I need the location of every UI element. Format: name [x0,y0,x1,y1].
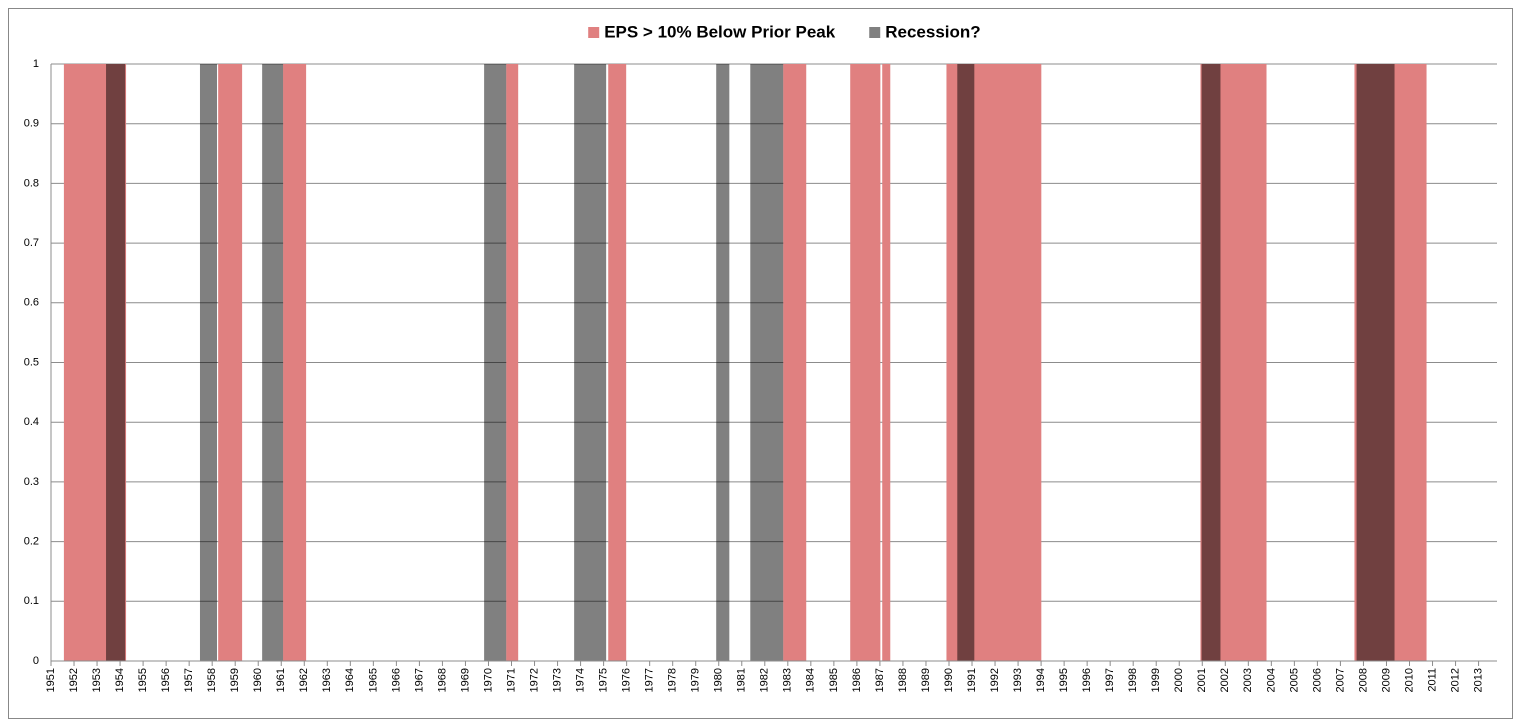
x-tick-label: 1977 [644,668,656,692]
x-tick-label: 1970 [482,668,494,692]
x-tick-label: 1958 [206,668,218,692]
span-bar [783,64,807,661]
x-tick-label: 1991 [966,668,978,692]
x-tick-label: 1998 [1127,668,1139,692]
x-tick-label: 2001 [1196,668,1208,692]
x-tick-label: 2013 [1472,668,1484,692]
x-tick-label: 1951 [45,668,57,692]
y-tick-label: 1 [33,58,39,70]
x-tick-label: 1953 [91,668,103,692]
span-bar [1201,64,1221,661]
y-tick-label: 0.5 [24,356,39,368]
x-tick-label: 1976 [621,668,633,692]
x-tick-label: 2003 [1242,668,1254,692]
y-tick-label: 0.6 [24,297,39,309]
y-tick-label: 0.7 [24,237,39,249]
x-tick-label: 1975 [598,668,610,692]
span-bar [506,64,519,661]
x-tick-label: 1999 [1150,668,1162,692]
x-tick-label: 1967 [413,668,425,692]
x-tick-label: 1990 [943,668,955,692]
span-bar [850,64,881,661]
span-bar [882,64,891,661]
x-tick-label: 1961 [275,668,287,692]
series-group [106,64,1395,661]
x-tick-label: 1956 [160,668,172,692]
x-tick-label: 1978 [667,668,679,692]
span-bar [262,64,284,661]
x-tick-label: 1952 [68,668,80,692]
x-tick-label: 1996 [1081,668,1093,692]
x-tick-label: 1980 [713,668,725,692]
x-tick-label: 1955 [137,668,149,692]
legend-swatch [588,27,600,38]
y-tick-label: 0.2 [24,536,39,548]
x-tick-label: 1979 [690,668,702,692]
y-tick-label: 0.8 [24,177,39,189]
y-tick-label: 0 [33,655,39,667]
span-bar [1356,64,1395,661]
span-bar [218,64,243,661]
x-tick-label: 1968 [436,668,448,692]
x-tick-label: 2005 [1288,668,1300,692]
x-tick-label: 2012 [1449,668,1461,692]
x-tick-label: 1986 [851,668,863,692]
x-tick-label: 2007 [1334,668,1346,692]
x-tick-label: 1962 [298,668,310,692]
x-tick-label: 1973 [551,668,563,692]
x-tick-label: 1994 [1035,668,1047,692]
span-bar [957,64,975,661]
x-tick-label: 1983 [782,668,794,692]
x-tick-label: 1981 [736,668,748,692]
x-tick-label: 1987 [874,668,886,692]
x-tick-label: 1959 [229,668,241,692]
x-tick-label: 1957 [183,668,195,692]
x-tick-label: 2011 [1426,668,1438,692]
x-tick-label: 1984 [805,668,817,692]
x-tick-label: 1988 [897,668,909,692]
y-tick-label: 0.9 [24,118,39,130]
span-bar [283,64,307,661]
legend-label: Recession? [885,22,980,41]
span-bar [484,64,507,661]
x-tick-label: 1964 [344,668,356,692]
x-tick-label: 1974 [574,668,586,692]
y-tick-label: 0.1 [24,595,39,607]
x-tick-label: 1982 [759,668,771,692]
legend-swatch [869,27,881,38]
x-tick-label: 1969 [459,668,471,692]
x-tick-label: 2002 [1219,668,1231,692]
span-bar [716,64,730,661]
x-tick-label: 2006 [1311,668,1323,692]
y-tick-label: 0.3 [24,476,39,488]
x-tick-label: 1995 [1058,668,1070,692]
y-tick-label: 0.4 [24,416,39,428]
x-tick-label: 2004 [1265,668,1277,692]
x-tick-label: 1997 [1104,668,1116,692]
span-bar [608,64,627,661]
x-tick-label: 2000 [1173,668,1185,692]
span-bar [199,64,218,661]
x-tick-label: 1971 [505,668,517,692]
span-bar [750,64,784,661]
x-tick-label: 1954 [114,668,126,692]
x-tick-label: 2009 [1380,668,1392,692]
x-tick-label: 1966 [390,668,402,692]
x-tick-label: 2008 [1357,668,1369,692]
x-tick-label: 2010 [1403,668,1415,692]
legend-label: EPS > 10% Below Prior Peak [604,22,836,41]
x-tick-label: 1993 [1012,668,1024,692]
span-bar [574,64,607,661]
x-tick-label: 1985 [828,668,840,692]
x-tick-label: 1963 [321,668,333,692]
x-tick-label: 1992 [989,668,1001,692]
x-tick-label: 1972 [528,668,540,692]
x-tick-label: 1965 [367,668,379,692]
x-tick-label: 1960 [252,668,264,692]
x-tick-label: 1989 [920,668,932,692]
span-bar [106,64,126,661]
